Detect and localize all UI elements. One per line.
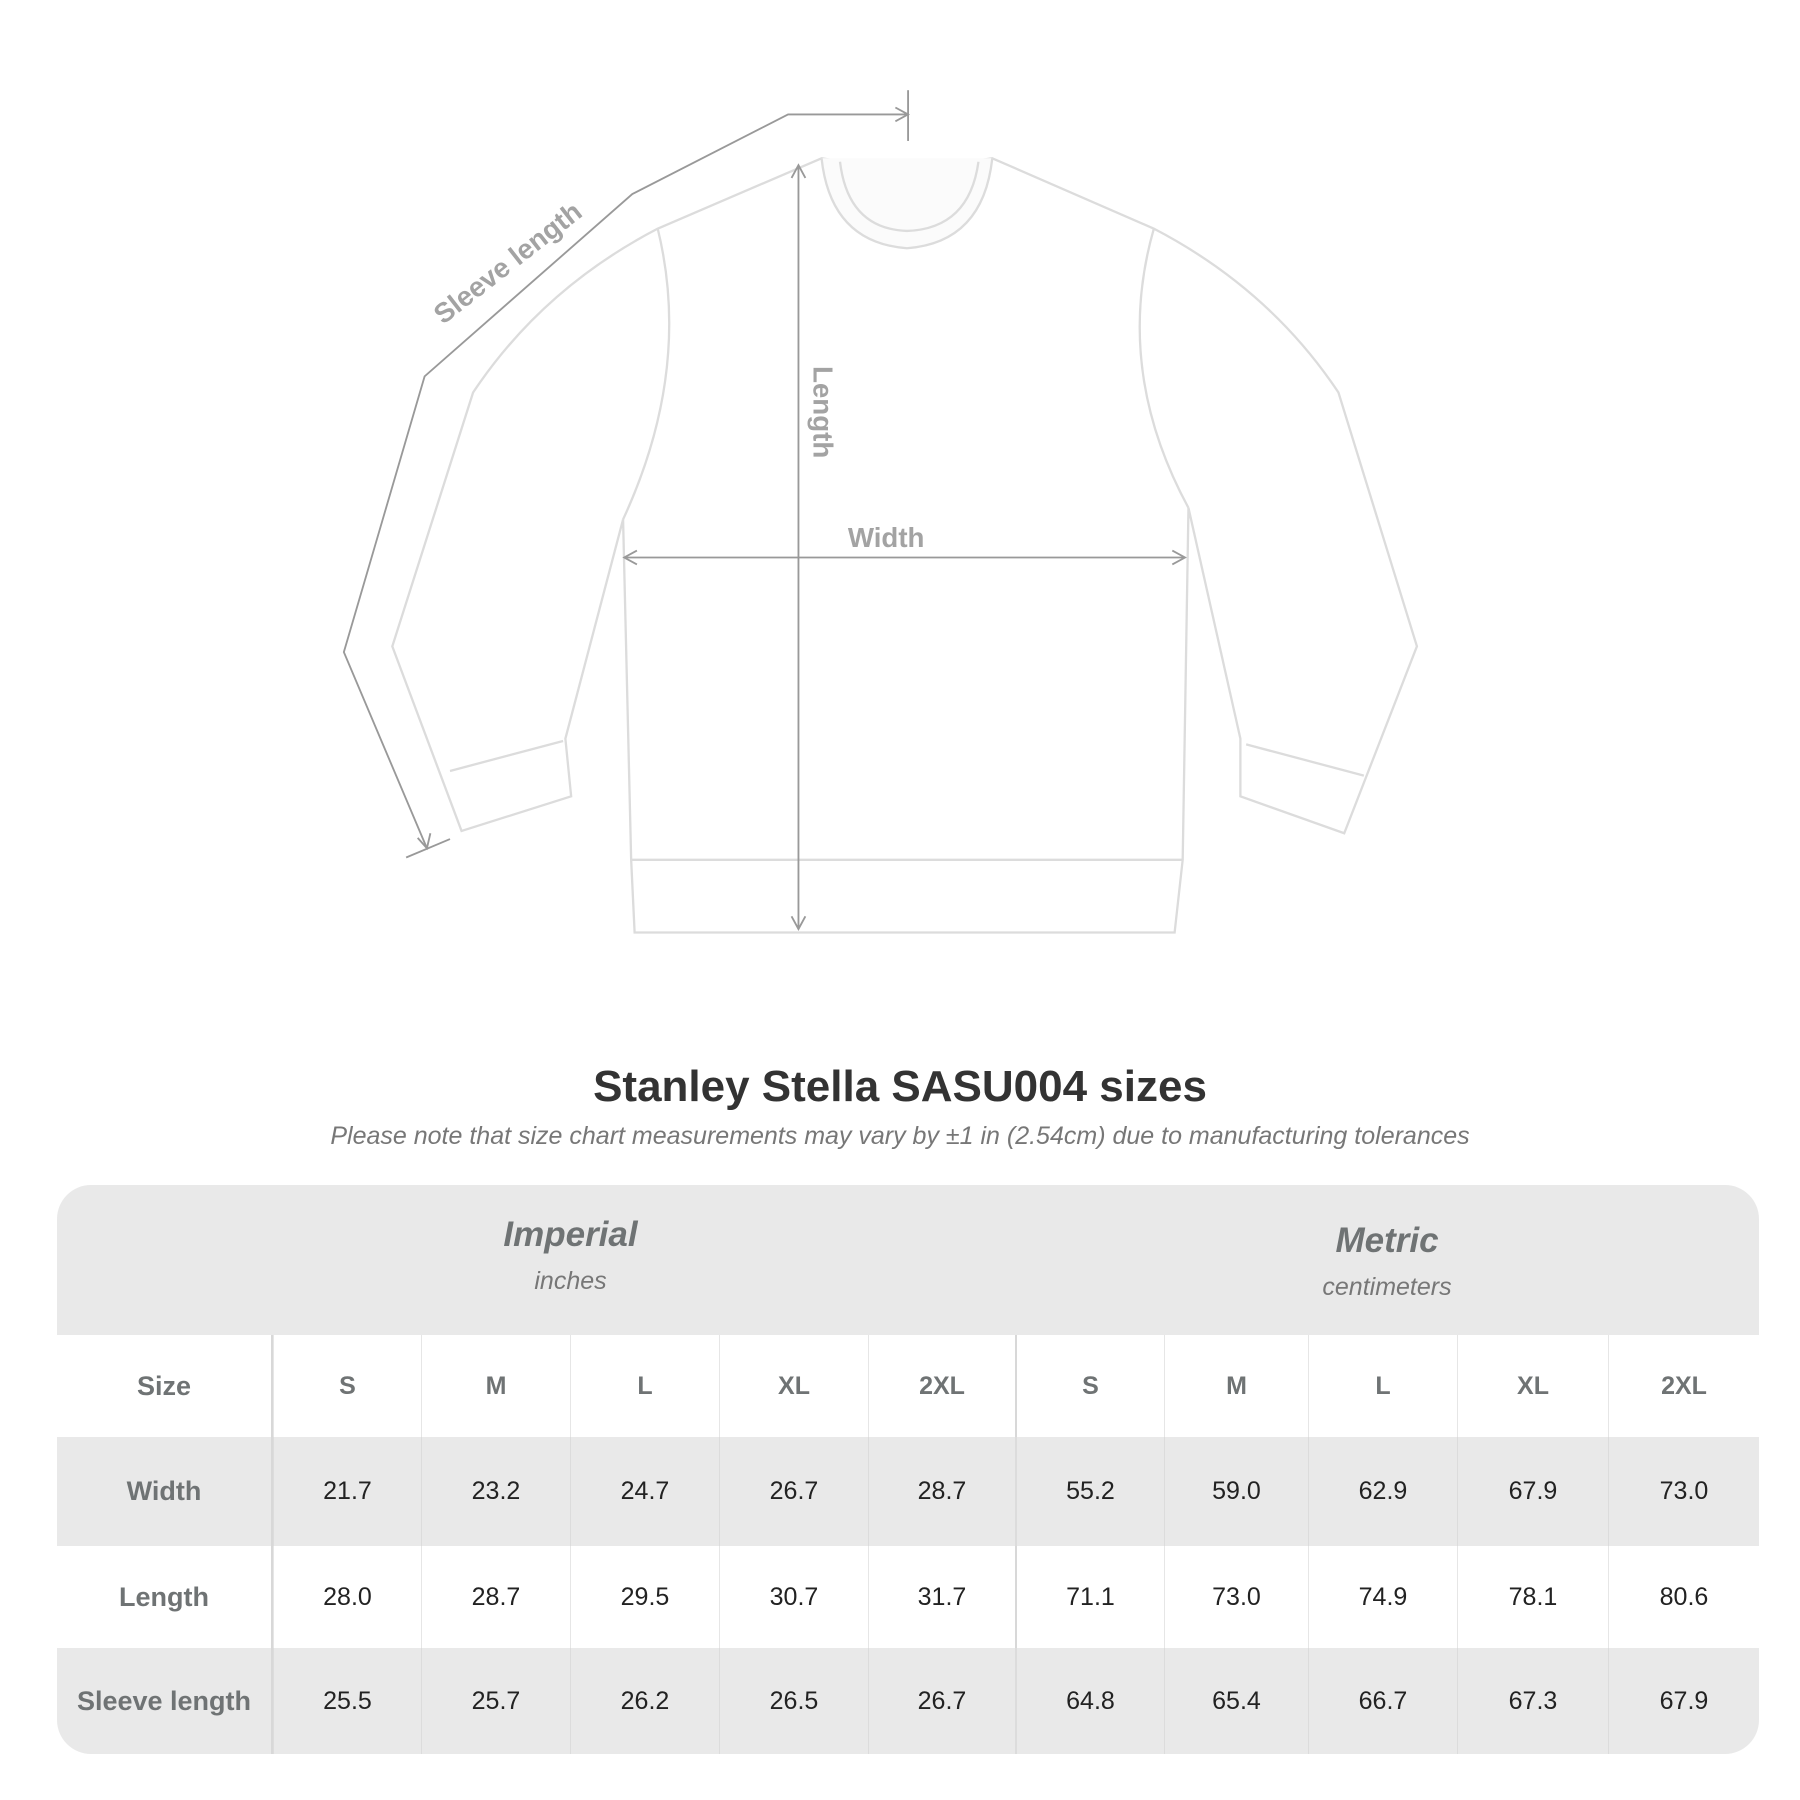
row-label: Length — [57, 1546, 273, 1648]
table-cell: 64.8 — [1015, 1648, 1164, 1754]
table-cell: 30.7 — [719, 1546, 868, 1648]
table-cell: 28.7 — [868, 1437, 1015, 1546]
size-header: 2XL — [1608, 1335, 1759, 1437]
table-cell: 67.9 — [1608, 1648, 1759, 1754]
page-title: Stanley Stella SASU004 sizes — [593, 1062, 1207, 1111]
size-header: XL — [719, 1335, 868, 1437]
metric-title: Metric — [1335, 1221, 1439, 1260]
table-cell: 21.7 — [273, 1437, 421, 1546]
table-cell: 74.9 — [1308, 1546, 1457, 1648]
table-cell: 26.2 — [570, 1648, 719, 1754]
sweatshirt-illustration — [391, 157, 1419, 934]
table-row: Sleeve length 25.5 25.7 26.2 26.5 26.7 64.8 65.… — [57, 1648, 1759, 1754]
table-cell: 26.5 — [719, 1648, 868, 1754]
size-header: S — [273, 1335, 421, 1437]
row-label: Sleeve length — [57, 1648, 273, 1754]
table-cell: 67.9 — [1457, 1437, 1608, 1546]
table-row: Length 28.0 28.7 29.5 30.7 31.7 71.1 73.0 74.9 78… — [57, 1546, 1759, 1648]
sleeve-length-line — [342, 113, 909, 849]
size-header: 2XL — [868, 1335, 1015, 1437]
imperial-unit: inches — [534, 1267, 607, 1295]
size-header: L — [570, 1335, 719, 1437]
table-cell: 62.9 — [1308, 1437, 1457, 1546]
table-row: Width 21.7 23.2 24.7 26.7 28.7 55.2 59.0 62.9 67.… — [57, 1437, 1759, 1546]
imperial-header: Imperial inches — [273, 1215, 868, 1296]
table-cell: 24.7 — [570, 1437, 719, 1546]
table-cell: 31.7 — [868, 1546, 1015, 1648]
table-cell: 23.2 — [421, 1437, 570, 1546]
size-header: M — [421, 1335, 570, 1437]
table-cell: 55.2 — [1015, 1437, 1164, 1546]
table-cell: 25.7 — [421, 1648, 570, 1754]
measurement-lines — [342, 90, 1187, 931]
size-header-row: Size S M L XL 2XL S M L XL 2XL — [57, 1335, 1759, 1437]
table-cell: 73.0 — [1164, 1546, 1308, 1648]
unit-header: Imperial inches Metric centimeters — [57, 1185, 1759, 1335]
table-cell: 73.0 — [1608, 1437, 1759, 1546]
width-label: Width — [848, 522, 925, 553]
table-cell: 59.0 — [1164, 1437, 1308, 1546]
table-cell: 66.7 — [1308, 1648, 1457, 1754]
table-cell: 80.6 — [1608, 1546, 1759, 1648]
metric-unit: centimeters — [1322, 1273, 1452, 1301]
table-cell: 71.1 — [1015, 1546, 1164, 1648]
imperial-title: Imperial — [503, 1215, 638, 1254]
table-cell: 26.7 — [868, 1648, 1015, 1754]
length-label: Length — [807, 366, 838, 458]
table-cell: 28.7 — [421, 1546, 570, 1648]
table-cell: 78.1 — [1457, 1546, 1608, 1648]
size-label: Size — [57, 1335, 273, 1437]
size-header: L — [1308, 1335, 1457, 1437]
size-header: S — [1015, 1335, 1164, 1437]
table-cell: 26.7 — [719, 1437, 868, 1546]
row-label: Width — [57, 1437, 273, 1546]
table-cell: 25.5 — [273, 1648, 421, 1754]
table-cell: 65.4 — [1164, 1648, 1308, 1754]
size-header: M — [1164, 1335, 1308, 1437]
tolerance-note: Please note that size chart measurements… — [330, 1122, 1470, 1150]
sweatshirt-diagram: Sleeve length Length Width — [342, 90, 1419, 934]
table-cell: 67.3 — [1457, 1648, 1608, 1754]
table-cell: 29.5 — [570, 1546, 719, 1648]
size-table: Imperial inches Metric centimeters Size S… — [57, 1185, 1759, 1754]
metric-header: Metric centimeters — [1015, 1221, 1759, 1302]
table-cell: 28.0 — [273, 1546, 421, 1648]
size-header: XL — [1457, 1335, 1608, 1437]
